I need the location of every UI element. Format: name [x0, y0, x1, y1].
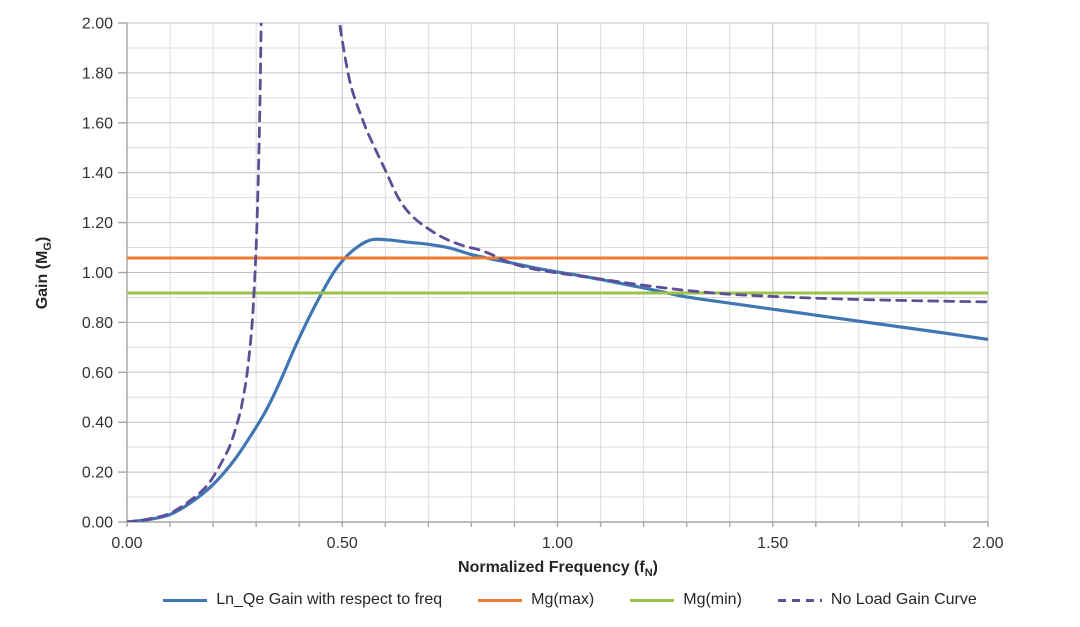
grid-major [127, 22, 989, 522]
y-tick-label: 0.20 [82, 465, 113, 482]
series-line-3 [127, 23, 263, 522]
y-tick-label: 1.20 [82, 215, 113, 232]
legend-line-swatch [478, 598, 523, 602]
series-line-0 [127, 237, 988, 522]
legend-dashed-line-swatch [777, 598, 822, 602]
y-axis-title-text: Gain (M [33, 250, 51, 310]
y-axis-title-subscript: G [42, 242, 55, 251]
x-tick-label: 0.00 [111, 535, 142, 552]
legend-label: Mg(max) [531, 591, 595, 608]
y-tick-label: 1.40 [82, 165, 113, 182]
y-tick-label: 2.00 [82, 16, 113, 33]
y-axis-title-close: ) [33, 236, 51, 243]
legend-line-swatch [630, 598, 675, 602]
x-tick-label: 0.50 [327, 535, 358, 552]
x-tick-label: 1.00 [542, 535, 573, 552]
y-tick-label: 1.80 [82, 65, 113, 82]
y-tick-label: 0.40 [82, 415, 113, 432]
legend-line-swatch [163, 598, 208, 602]
axes [118, 22, 989, 527]
legend-item-3: No Load Gain Curve [777, 591, 977, 609]
x-tick-label: 2.00 [972, 535, 1003, 552]
series-line-3 [338, 23, 988, 304]
y-axis-title: Gain (MG) [34, 237, 54, 310]
series [127, 23, 988, 522]
x-tick-label: 1.50 [757, 535, 788, 552]
legend-label: Mg(min) [683, 591, 742, 608]
y-tick-label: 1.00 [82, 265, 113, 282]
tick-labels: 0.00 0.50 1.00 1.50 2.00 0.00 0.20 0.40 0.60 0.80… [82, 16, 1004, 553]
legend-item-1: Mg(max) [478, 591, 594, 609]
legend-item-2: Mg(min) [630, 591, 742, 609]
x-axis-title-subscript: N [644, 567, 653, 580]
legend-item-0: Ln_Qe Gain with respect to freq [163, 591, 442, 609]
legend-label: No Load Gain Curve [830, 591, 977, 608]
x-axis-title: Normalized Frequency (fN) [458, 559, 658, 579]
x-axis-title-text: Normalized Frequency (f [458, 558, 645, 576]
y-tick-label: 0.60 [82, 365, 113, 382]
legend-label: Ln_Qe Gain with respect to freq [216, 591, 443, 608]
y-tick-label: 1.60 [82, 115, 113, 132]
legend: Ln_Qe Gain with respect to freq Mg(max) Mg… [0, 591, 1080, 609]
y-tick-label: 0.80 [82, 315, 113, 332]
x-axis-title-close: ) [652, 558, 658, 576]
y-tick-label: 0.00 [82, 515, 113, 532]
